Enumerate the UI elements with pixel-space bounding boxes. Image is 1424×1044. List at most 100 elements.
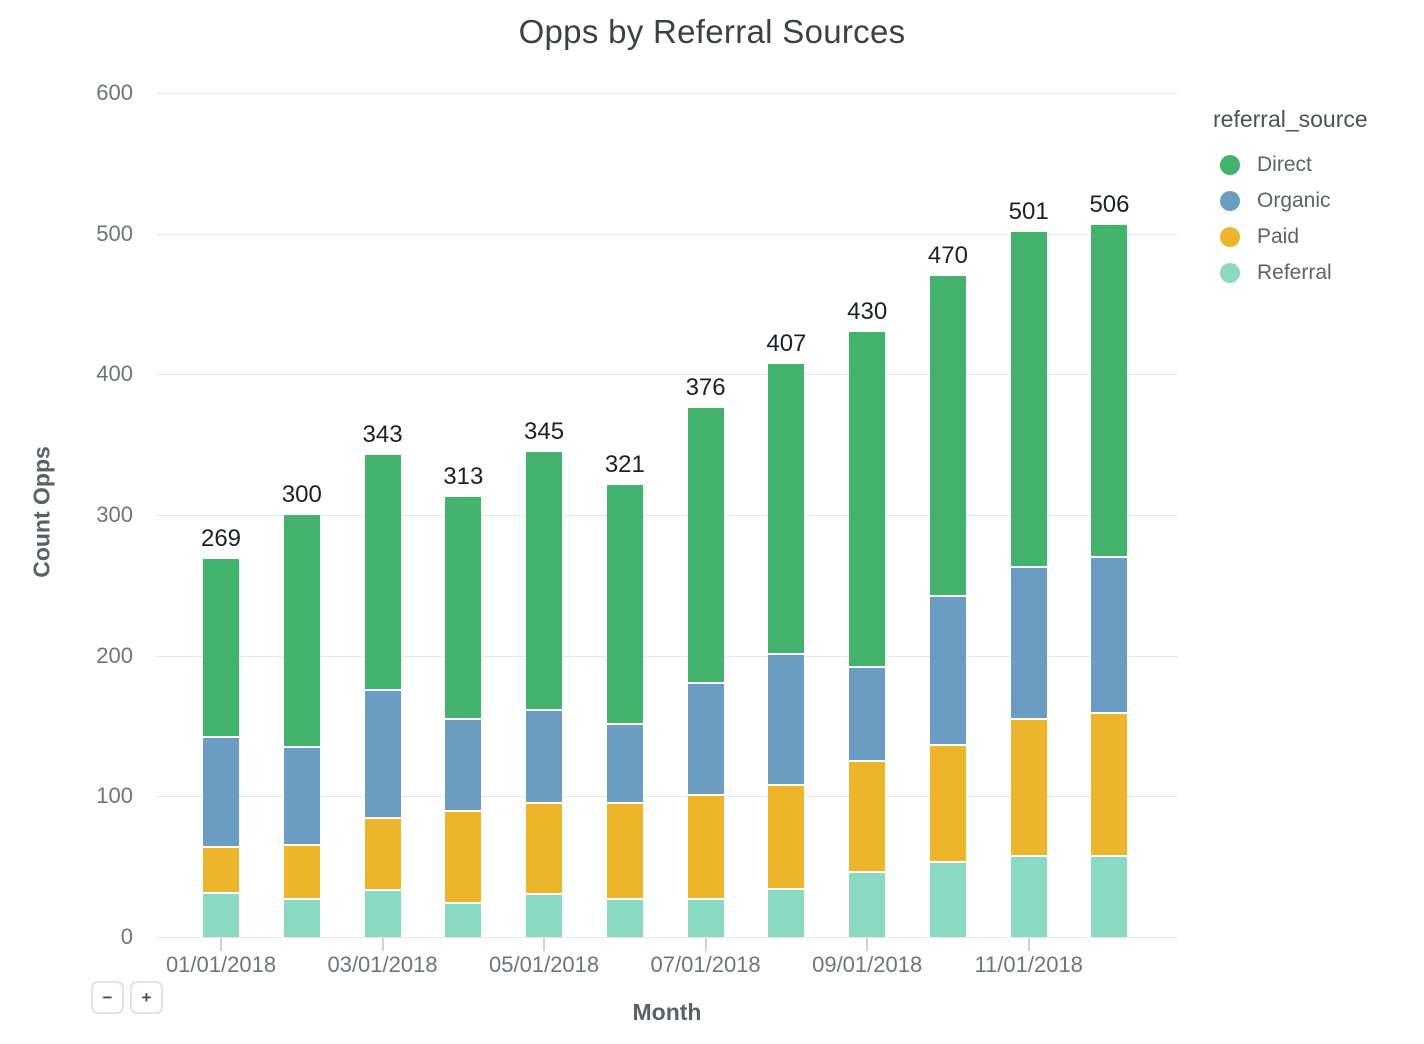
bar-segment-organic[interactable] bbox=[849, 665, 886, 760]
bar-total-label: 407 bbox=[766, 330, 807, 358]
bar-segment-referral[interactable] bbox=[364, 889, 401, 937]
y-tick-label: 0 bbox=[120, 924, 133, 949]
zoom-out-button[interactable]: − bbox=[91, 981, 124, 1014]
x-tick-label: 01/01/2018 bbox=[165, 952, 277, 977]
bar-segment-organic[interactable] bbox=[283, 745, 320, 845]
x-tick-mark bbox=[543, 938, 546, 951]
bar-segment-paid[interactable] bbox=[1010, 717, 1047, 856]
bar-segment-paid[interactable] bbox=[445, 810, 482, 902]
y-tick-label: 600 bbox=[96, 80, 133, 105]
zoom-in-button[interactable]: + bbox=[130, 981, 163, 1014]
legend-item-label: Organic bbox=[1257, 189, 1331, 212]
bar-segment-paid[interactable] bbox=[283, 844, 320, 898]
x-tick-label: 05/01/2018 bbox=[489, 952, 600, 977]
y-gridline bbox=[157, 515, 1178, 516]
bar-segment-direct[interactable] bbox=[445, 496, 482, 718]
y-gridline bbox=[157, 374, 1178, 376]
legend: referral_source Direct Organic Paid Referra… bbox=[1213, 106, 1368, 296]
bar-segment-referral[interactable] bbox=[445, 901, 482, 937]
bar-segment-direct[interactable] bbox=[283, 515, 320, 746]
bar-segment-organic[interactable] bbox=[1010, 565, 1047, 718]
bar-segment-paid[interactable] bbox=[929, 744, 966, 862]
bar-total-label: 345 bbox=[524, 417, 565, 445]
legend-item-organic[interactable]: Organic bbox=[1220, 188, 1368, 214]
bar-segment-paid[interactable] bbox=[687, 793, 724, 898]
bar-segment-organic[interactable] bbox=[687, 682, 724, 794]
x-tick-mark bbox=[704, 938, 707, 951]
bar-segment-referral[interactable] bbox=[849, 870, 886, 937]
bar-segment-direct[interactable] bbox=[929, 275, 966, 596]
bar-total-label: 343 bbox=[362, 420, 403, 448]
x-tick-mark bbox=[381, 938, 384, 951]
y-axis-title: Count Opps bbox=[28, 446, 55, 578]
legend-swatch-icon bbox=[1220, 155, 1240, 175]
bar-segment-paid[interactable] bbox=[203, 845, 239, 892]
x-tick-mark bbox=[866, 938, 869, 951]
legend-items: Direct Organic Paid Referral bbox=[1213, 152, 1368, 286]
y-gridline bbox=[157, 93, 1178, 94]
bar-segment-organic[interactable] bbox=[526, 709, 563, 802]
bar-segment-referral[interactable] bbox=[1010, 855, 1047, 937]
bar-segment-organic[interactable] bbox=[445, 717, 482, 811]
bar-total-label: 376 bbox=[685, 374, 726, 402]
bar-segment-organic[interactable] bbox=[364, 689, 401, 818]
bar-total-label: 300 bbox=[281, 481, 322, 508]
bar-segment-organic[interactable] bbox=[203, 735, 239, 846]
bar-segment-referral[interactable] bbox=[606, 897, 643, 937]
y-gridline bbox=[157, 655, 1178, 657]
y-tick-label: 200 bbox=[96, 642, 133, 668]
y-gridline bbox=[157, 796, 1178, 798]
bar-segment-organic[interactable] bbox=[768, 652, 805, 784]
bar-segment-paid[interactable] bbox=[606, 801, 643, 898]
bar-segment-organic[interactable] bbox=[1091, 555, 1128, 712]
bar-total-label: 269 bbox=[200, 524, 242, 552]
bar-segment-direct[interactable] bbox=[203, 558, 239, 736]
bar-segment-organic[interactable] bbox=[929, 595, 966, 745]
bar-segment-paid[interactable] bbox=[849, 759, 886, 871]
legend-title: referral_source bbox=[1213, 106, 1368, 132]
bar-segment-referral[interactable] bbox=[929, 861, 966, 937]
bar-total-label: 470 bbox=[927, 241, 968, 269]
chart-title: Opps by Referral Sources bbox=[518, 13, 906, 50]
bar-total-label: 321 bbox=[604, 451, 645, 479]
bar-total-label: 506 bbox=[1089, 191, 1130, 219]
bar-segment-referral[interactable] bbox=[1091, 855, 1128, 937]
y-gridline bbox=[157, 233, 1178, 235]
legend-swatch-icon bbox=[1220, 191, 1240, 211]
x-axis-title: Month bbox=[632, 999, 702, 1025]
bar-segment-direct[interactable] bbox=[1091, 225, 1128, 556]
bar-segment-direct[interactable] bbox=[687, 408, 724, 683]
bar-segment-paid[interactable] bbox=[526, 801, 563, 894]
legend-item-direct[interactable]: Direct bbox=[1220, 152, 1368, 178]
x-tick-mark bbox=[1027, 938, 1030, 951]
bar-segment-paid[interactable] bbox=[1091, 711, 1128, 856]
x-tick-label: 09/01/2018 bbox=[812, 952, 923, 977]
bar-segment-referral[interactable] bbox=[768, 887, 805, 937]
bar-segment-referral[interactable] bbox=[687, 897, 724, 937]
bar-segment-paid[interactable] bbox=[364, 817, 401, 890]
plot-area: 269 300 343 313 345 321 376 407 430 470 501 506 bbox=[157, 93, 1178, 938]
legend-item-referral[interactable]: Referral bbox=[1220, 260, 1368, 286]
bar-segment-direct[interactable] bbox=[364, 454, 401, 690]
bar-total-label: 430 bbox=[847, 298, 888, 326]
bar-segment-organic[interactable] bbox=[606, 723, 643, 802]
bar-segment-direct[interactable] bbox=[849, 332, 886, 666]
bar-segment-direct[interactable] bbox=[768, 364, 805, 653]
legend-item-paid[interactable]: Paid bbox=[1220, 224, 1368, 250]
bar-total-label: 313 bbox=[443, 462, 484, 490]
x-tick-label: 11/01/2018 bbox=[974, 952, 1083, 977]
bar-segment-direct[interactable] bbox=[526, 451, 563, 710]
bar-segment-referral[interactable] bbox=[203, 891, 239, 937]
legend-swatch-icon bbox=[1220, 263, 1240, 283]
bar-segment-direct[interactable] bbox=[606, 485, 643, 724]
x-tick-label: 03/01/2018 bbox=[327, 952, 438, 977]
legend-item-label: Paid bbox=[1257, 225, 1300, 248]
bar-total-label: 501 bbox=[1008, 198, 1049, 226]
bar-segment-direct[interactable] bbox=[1010, 232, 1047, 566]
y-gridline bbox=[157, 937, 1178, 938]
bar-segment-referral[interactable] bbox=[283, 897, 320, 937]
bar-segment-referral[interactable] bbox=[526, 893, 563, 937]
legend-item-label: Referral bbox=[1257, 261, 1332, 284]
bar-segment-paid[interactable] bbox=[768, 783, 805, 888]
